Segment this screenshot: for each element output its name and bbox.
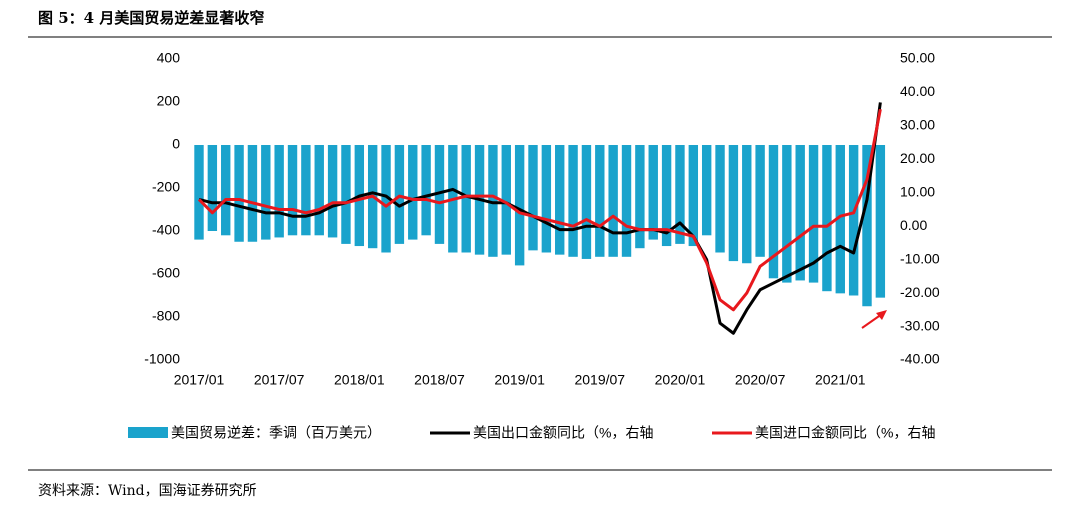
bar [221, 145, 231, 236]
bar [808, 145, 819, 283]
arrow [861, 310, 887, 329]
bar [274, 145, 284, 238]
bar [194, 145, 204, 240]
bar [381, 145, 391, 253]
bar [247, 145, 258, 242]
bar [755, 145, 765, 257]
bar [661, 145, 672, 247]
legend-label: 美国贸易逆差：季调（百万美元） [171, 425, 381, 441]
y2-tick-label: 30.00 [900, 117, 935, 133]
y-tick-label: 400 [157, 50, 181, 66]
legend-label: 美国出口金额同比（%，右轴 [473, 425, 653, 441]
y2-tick-label: 0.00 [900, 217, 927, 233]
y-tick-label: -400 [152, 222, 180, 238]
chart-title: 图 5：4 月美国贸易逆差显著收窄 [38, 9, 264, 27]
y2-tick-label: 40.00 [900, 83, 935, 99]
bar [394, 145, 405, 244]
line [198, 102, 882, 335]
bar [715, 145, 725, 253]
y-tick-label: 0 [172, 136, 180, 152]
bar [488, 145, 498, 257]
bar [675, 145, 685, 244]
x-tick-label: 2017/07 [254, 372, 305, 388]
bar [314, 145, 324, 236]
y2-tick-label: -10.00 [900, 250, 940, 266]
bar [728, 145, 739, 262]
y-tick-label: -800 [152, 308, 180, 324]
bar [501, 145, 511, 255]
bar [742, 145, 752, 264]
x-tick-label: 2021/01 [815, 372, 866, 388]
x-tick-label: 2020/07 [735, 372, 786, 388]
x-tick-label: 2018/01 [334, 372, 385, 388]
bar [795, 145, 805, 281]
y2-tick-label: 50.00 [900, 50, 935, 66]
bar [261, 145, 271, 240]
bar [234, 145, 244, 242]
y2-tick-label: -30.00 [900, 317, 940, 333]
bar [848, 145, 859, 296]
bar [461, 145, 471, 253]
y-tick-label: -200 [152, 179, 180, 195]
bar [207, 145, 218, 231]
y2-tick-label: -20.00 [900, 284, 940, 300]
bar [581, 145, 592, 259]
y-tick-label: -600 [152, 265, 180, 281]
bar [287, 145, 298, 236]
bar [835, 145, 845, 294]
bar [327, 145, 338, 238]
x-tick-label: 2017/01 [174, 372, 225, 388]
bar [568, 145, 578, 257]
bar [648, 145, 658, 240]
bar [528, 145, 538, 251]
bar [635, 145, 645, 249]
x-tick-label: 2019/07 [574, 372, 625, 388]
legend-swatch [128, 427, 168, 438]
x-tick-label: 2020/01 [655, 372, 706, 388]
y2-tick-label: 10.00 [900, 183, 935, 199]
x-tick-label: 2019/01 [494, 372, 545, 388]
bar [408, 145, 418, 240]
bar [782, 145, 792, 283]
bar [688, 145, 699, 247]
bar [301, 145, 311, 236]
y-tick-label: 200 [157, 93, 181, 109]
y2-tick-label: 20.00 [900, 150, 935, 166]
bar [701, 145, 712, 236]
bar [421, 145, 431, 236]
bar [768, 145, 779, 279]
bar [555, 145, 565, 255]
y-tick-label: -1000 [144, 351, 180, 367]
bar [434, 145, 445, 244]
bar [341, 145, 351, 244]
bar [621, 145, 632, 257]
bar [514, 145, 525, 266]
bar [608, 145, 618, 257]
bar [862, 145, 872, 307]
bar [541, 145, 552, 253]
x-tick-label: 2018/07 [414, 372, 465, 388]
legend-label: 美国进口金额同比（%，右轴 [755, 425, 935, 441]
y2-tick-label: -40.00 [900, 351, 940, 367]
bar [595, 145, 605, 257]
source: 资料来源：Wind，国海证券研究所 [38, 483, 257, 499]
bar [875, 145, 886, 298]
line [197, 108, 882, 312]
bar [822, 145, 832, 292]
